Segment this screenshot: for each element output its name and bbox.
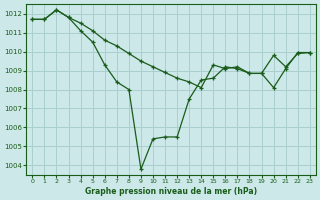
X-axis label: Graphe pression niveau de la mer (hPa): Graphe pression niveau de la mer (hPa) bbox=[85, 187, 257, 196]
